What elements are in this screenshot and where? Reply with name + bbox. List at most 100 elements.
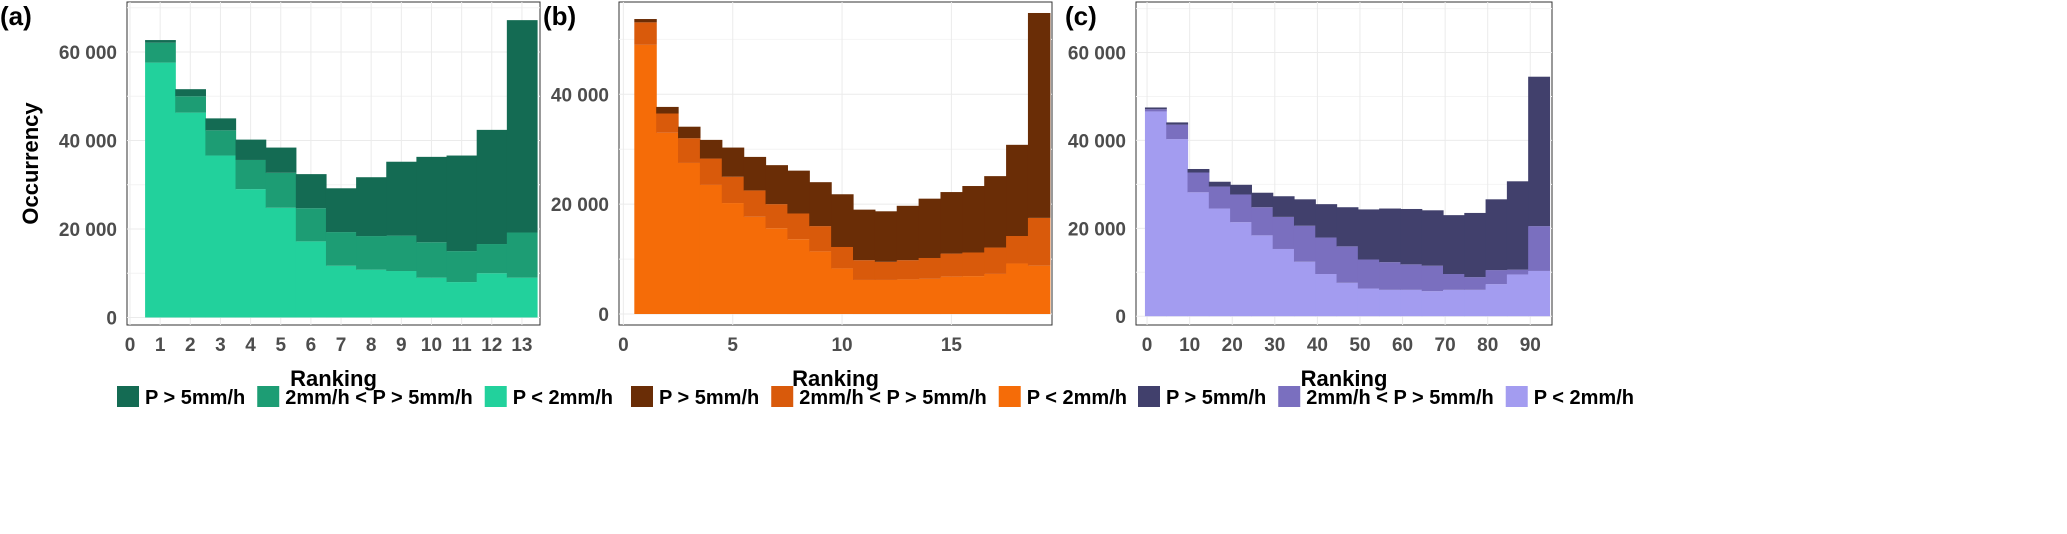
bar-p-5mm-h-19: [1027, 12, 1051, 218]
legend-label: 2mm/h < P > 5mm/h: [285, 387, 473, 409]
x-tick-label: 13: [511, 335, 532, 356]
legend-swatch: [1278, 386, 1301, 407]
legend-item-2mm-h-p-5mm-h: 2mm/h < P > 5mm/h: [771, 386, 987, 409]
bar-p-5mm-h-17: [1208, 181, 1231, 187]
bar-2mm-h-p-5mm-h-57: [1379, 262, 1402, 290]
bar-2mm-h-p-5mm-h-87: [1506, 269, 1529, 275]
bar-p-2mm-h-1: [145, 62, 176, 318]
bar-2mm-h-p-5mm-h-5: [265, 172, 297, 208]
bar-2mm-h-p-5mm-h-18: [1006, 236, 1029, 264]
bar-2mm-h-p-5mm-h-6: [295, 208, 327, 242]
bar-p-5mm-h-16: [962, 186, 985, 253]
bar-2mm-h-p-5mm-h-72: [1443, 274, 1465, 290]
bar-p-2mm-h-19: [1027, 265, 1051, 315]
bar-p-2mm-h-4: [699, 184, 723, 315]
bar-p-5mm-h-3: [678, 126, 701, 139]
legend-item-p-2mm-h: P < 2mm/h: [1505, 386, 1634, 409]
legend-label: P > 5mm/h: [145, 387, 245, 409]
bar-p-2mm-h-18: [1006, 263, 1029, 315]
bar-2mm-h-p-5mm-h-17: [984, 247, 1007, 274]
legend-swatch: [998, 386, 1021, 407]
bar-2mm-h-p-5mm-h-42: [1315, 237, 1338, 275]
bar-p-5mm-h-6: [295, 174, 327, 209]
legend-swatch: [771, 386, 794, 407]
bar-p-5mm-h-11: [446, 155, 478, 252]
bar-p-5mm-h-5: [265, 147, 297, 173]
x-tick-label: 90: [1520, 335, 1541, 356]
bar-2mm-h-p-5mm-h-3: [205, 130, 237, 156]
bar-p-5mm-h-7: [765, 165, 788, 205]
y-tick-label: 20 000: [59, 220, 117, 241]
chart-panel-2: 0 20 000 40 000 0 5 10 15 (b) Ranking P > 5mm/h 2m…: [543, 1, 1127, 409]
legend-item-2mm-h-p-5mm-h: 2mm/h < P > 5mm/h: [1278, 386, 1494, 409]
bar-p-2mm-h-7: [325, 265, 357, 318]
bar-p-5mm-h-1: [634, 19, 657, 23]
bar-p-2mm-h-62: [1400, 289, 1423, 317]
x-tick-label: 5: [727, 335, 738, 356]
bar-p-2mm-h-2: [175, 112, 206, 318]
legend-swatch: [1138, 386, 1160, 407]
x-tick-label: 8: [366, 335, 377, 356]
bar-p-5mm-h-14: [918, 198, 942, 258]
bar-p-5mm-h-11: [852, 209, 876, 261]
bar-p-2mm-h-8: [356, 269, 387, 318]
bar-2mm-h-p-5mm-h-15: [940, 253, 963, 277]
bar-p-2mm-h-17: [984, 273, 1007, 315]
bar-p-5mm-h-22: [1230, 184, 1252, 195]
bar-2mm-h-p-5mm-h-9: [809, 226, 832, 252]
bar-p-2mm-h-10: [831, 268, 854, 315]
bar-p-2mm-h-2: [656, 132, 679, 315]
legend-swatch: [1505, 386, 1528, 407]
bar-p-2mm-h-92: [1528, 270, 1551, 317]
x-tick-label: 7: [336, 335, 347, 356]
bar-2mm-h-p-5mm-h-1: [145, 42, 176, 63]
bar-2mm-h-p-5mm-h-10: [831, 247, 854, 269]
bar-p-2mm-h-6: [743, 216, 767, 315]
bar-2mm-h-p-5mm-h-47: [1336, 246, 1359, 283]
bar-p-2mm-h-87: [1506, 274, 1529, 317]
bar-p-2mm-h-11: [446, 282, 478, 318]
bar-p-2mm-h-5: [265, 207, 297, 318]
bar-2mm-h-p-5mm-h-4: [235, 159, 267, 190]
bar-p-2mm-h-77: [1464, 289, 1487, 317]
bar-p-5mm-h-67: [1421, 210, 1444, 266]
bar-p-2mm-h-13: [896, 279, 920, 315]
x-tick-label: 3: [215, 335, 226, 356]
x-tick-label: 50: [1349, 335, 1370, 356]
x-tick-label: 10: [831, 335, 852, 356]
bar-p-5mm-h-4: [235, 139, 267, 160]
x-tick-label: 0: [125, 335, 136, 356]
bar-p-5mm-h-4: [699, 139, 723, 159]
bar-p-2mm-h-12: [476, 273, 508, 318]
legend-swatch: [631, 386, 653, 407]
bar-p-5mm-h-37: [1293, 199, 1316, 226]
bar-2mm-h-p-5mm-h-4: [699, 158, 723, 185]
bar-p-2mm-h-42: [1315, 274, 1338, 317]
bar-2mm-h-p-5mm-h-16: [962, 252, 985, 277]
bar-p-2mm-h-57: [1379, 289, 1402, 317]
bar-2mm-h-p-5mm-h-13: [896, 260, 920, 280]
bar-p-2mm-h-22: [1230, 222, 1252, 317]
bar-p-2mm-h-9: [386, 271, 418, 318]
bar-2mm-h-p-5mm-h-7: [325, 232, 357, 266]
y-tick-label: 0: [1115, 307, 1126, 328]
bar-p-5mm-h-13: [896, 205, 920, 261]
bar-2mm-h-p-5mm-h-12: [1187, 172, 1210, 193]
y-axis-label: Occurrency: [18, 102, 43, 225]
bar-p-2mm-h-27: [1251, 235, 1274, 317]
x-tick-label: 15: [941, 335, 963, 356]
legend-label: P < 2mm/h: [1534, 387, 1634, 409]
legend-item-2mm-h-p-5mm-h: 2mm/h < P > 5mm/h: [257, 386, 473, 409]
bar-p-2mm-h-7: [765, 228, 788, 315]
bar-p-2mm-h-37: [1293, 261, 1316, 317]
bar-p-5mm-h-72: [1443, 215, 1465, 275]
x-tick-label: 10: [1179, 335, 1200, 356]
bar-p-5mm-h-2: [175, 89, 206, 97]
bar-2mm-h-p-5mm-h-8: [787, 213, 810, 240]
bar-2mm-h-p-5mm-h-52: [1357, 259, 1380, 289]
bar-p-5mm-h-17: [984, 176, 1007, 248]
y-tick-label: 20 000: [551, 195, 609, 216]
y-tick-label: 60 000: [59, 43, 117, 64]
bar-p-2mm-h-32: [1272, 248, 1295, 317]
bar-p-5mm-h-6: [743, 156, 767, 191]
